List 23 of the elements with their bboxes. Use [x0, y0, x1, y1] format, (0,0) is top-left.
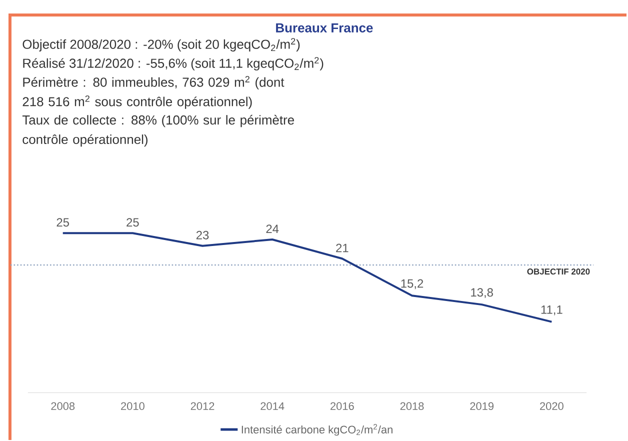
text: Périmètre : 80 immeubles, 763 029 m$^{2}$ (dont 218 516 m$^{2}$ sous contrôle opérationnel): [22, 76, 284, 109]
data-label: 21: [336, 244, 348, 252]
x-tick-label: 2012: [190, 402, 214, 410]
x-tick-label: 2010: [121, 402, 144, 410]
data-label: 25: [126, 218, 139, 226]
text: Objectif 2008/2020 : -20% (soit 20 kgeqCO$_{2}$/m$^{2}$): [22, 38, 300, 52]
x-tick-label: 2016: [330, 402, 354, 410]
x-tick-label: 2014: [260, 402, 284, 410]
x-tick-label: 2008: [51, 402, 75, 410]
data-label: 24: [266, 224, 279, 233]
text: Taux de collecte : 88% (100% sur le périmètre contrôle opérationnel): [22, 114, 294, 146]
data-label: 25: [56, 218, 70, 226]
text: Réalisé 31/12/2020 : -55,6% (soit 11,1 kgeqCO$_{2}$/m$^{2}$): [23, 56, 324, 70]
data-label: 11,1: [541, 305, 562, 316]
x-tick-label: 2020: [540, 402, 564, 410]
data-label: 23: [196, 230, 209, 240]
legend-label: Intensité carbone kgCO$_{2}$/m$^{2}$/an: [242, 424, 392, 436]
x-tick-label: 2019: [470, 402, 494, 410]
chart-title: Bureaux France: [276, 23, 373, 32]
data-label: 13,8: [471, 288, 493, 298]
data-label: 15,2: [401, 279, 424, 289]
x-tick-label: 2018: [400, 402, 424, 410]
ref-line-label: OBJECTIF 2020: [527, 268, 590, 274]
